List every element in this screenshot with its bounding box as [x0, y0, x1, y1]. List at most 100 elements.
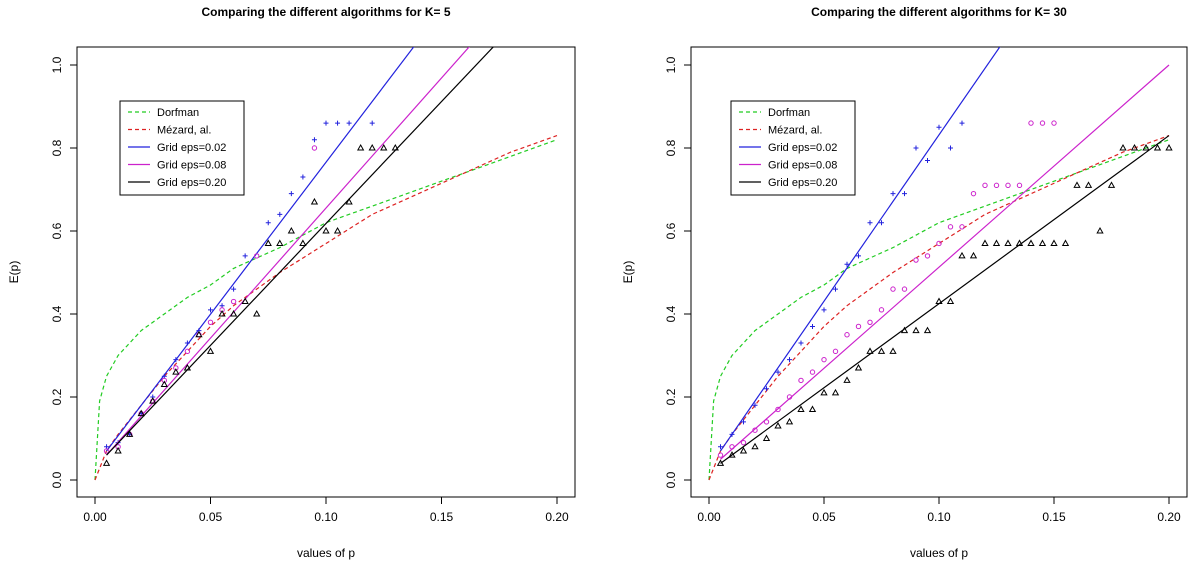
data-point-circle: [1039, 120, 1046, 126]
data-point-triangle: [114, 446, 122, 454]
data-point-circle: [1028, 120, 1034, 126]
chart-panel-k5: Comparing the different algorithms for K…: [7, 5, 576, 560]
data-point-plus: [775, 369, 781, 375]
x-tick-label: 0.20: [1157, 510, 1181, 524]
legend-label: Grid eps=0.02: [768, 142, 837, 154]
data-point-circle: [740, 439, 747, 446]
data-point-plus: [764, 386, 769, 392]
data-point-triangle: [253, 309, 261, 317]
chart-title: Comparing the different algorithms for K…: [201, 5, 450, 19]
data-point-plus: [867, 220, 873, 226]
data-point-plus: [913, 145, 919, 151]
data-point-triangle: [716, 459, 725, 466]
legend-label: Dorfman: [157, 107, 199, 119]
data-point-circle: [982, 182, 988, 189]
data-point-triangle: [1004, 239, 1012, 246]
data-point-circle: [729, 444, 735, 450]
data-point-circle: [173, 365, 179, 371]
data-point-circle: [775, 406, 781, 413]
data-point-circle: [161, 377, 168, 384]
data-point-plus: [902, 191, 907, 197]
x-axis-label: values of p: [910, 546, 968, 560]
data-point-triangle: [1096, 226, 1104, 234]
x-tick-label: 0.05: [199, 510, 223, 524]
data-point-triangle: [1153, 143, 1162, 151]
data-point-triangle: [958, 251, 966, 259]
chart-panel-k30: Comparing the different algorithms for K…: [621, 5, 1188, 560]
data-point-triangle: [889, 347, 897, 354]
data-point-triangle: [160, 380, 168, 388]
data-point-triangle: [1073, 181, 1081, 188]
data-point-triangle: [912, 326, 920, 334]
x-tick-label: 0.10: [927, 510, 951, 524]
data-point-triangle: [1119, 143, 1127, 151]
legend-label: Grid eps=0.08: [768, 160, 837, 172]
legend-label: Grid eps=0.20: [157, 177, 226, 189]
data-point-plus: [821, 307, 827, 313]
data-point-triangle: [797, 405, 805, 412]
data-point-triangle: [774, 422, 782, 429]
legend-label: Grid eps=0.08: [157, 160, 226, 172]
data-point-plus: [833, 286, 838, 292]
data-point-triangle: [866, 347, 874, 354]
data-point-triangle: [229, 309, 238, 317]
data-point-triangle: [1038, 239, 1047, 246]
data-point-circle: [936, 240, 942, 247]
data-point-triangle: [102, 459, 111, 466]
data-point-triangle: [172, 368, 180, 375]
legend-label: Dorfman: [768, 107, 810, 119]
data-point-circle: [993, 182, 1000, 189]
data-point-triangle: [935, 297, 943, 305]
y-tick-label: 0.8: [664, 139, 678, 156]
data-point-circle: [878, 307, 885, 313]
data-point-circle: [867, 319, 873, 325]
data-point-circle: [230, 298, 237, 305]
data-point-triangle: [1027, 239, 1035, 246]
data-point-triangle: [831, 388, 840, 396]
data-point-circle: [832, 348, 839, 355]
data-point-circle: [115, 444, 121, 450]
data-point-plus: [323, 120, 329, 126]
data-point-plus: [346, 120, 352, 126]
data-point-triangle: [1107, 181, 1116, 188]
data-point-triangle: [1084, 181, 1093, 188]
series-line-2: [106, 47, 415, 452]
y-tick-label: 0.4: [50, 305, 64, 322]
data-point-circle: [763, 419, 770, 425]
data-point-triangle: [854, 363, 863, 371]
x-tick-label: 0.10: [314, 510, 338, 524]
data-point-triangle: [1015, 239, 1024, 246]
plot-area: [708, 47, 1173, 481]
data-point-circle: [821, 356, 827, 363]
data-point-triangle: [923, 326, 932, 334]
plot-area: [94, 47, 558, 481]
series-line-4: [720, 135, 1170, 464]
x-tick-label: 0.00: [697, 510, 721, 524]
legend-box: [119, 100, 245, 196]
data-point-circle: [959, 224, 965, 230]
data-point-triangle: [981, 239, 989, 246]
data-point-triangle: [1142, 143, 1150, 151]
data-point-triangle: [264, 239, 272, 246]
data-point-circle: [717, 452, 724, 458]
data-point-triangle: [843, 376, 851, 383]
data-point-plus: [300, 174, 306, 180]
data-point-plus: [729, 431, 735, 437]
data-point-triangle: [368, 143, 376, 151]
data-point-plus: [335, 120, 341, 126]
series-line-3: [106, 47, 470, 456]
y-tick-label: 0.0: [50, 471, 64, 488]
y-tick-label: 0.8: [50, 139, 64, 156]
data-point-circle: [311, 145, 318, 151]
data-point-plus: [879, 220, 884, 226]
data-point-triangle: [206, 347, 215, 354]
series-line-3: [720, 64, 1170, 460]
data-point-plus: [948, 145, 953, 151]
y-tick-label: 0.2: [664, 388, 678, 405]
data-point-plus: [311, 137, 317, 143]
y-tick-label: 1.0: [664, 56, 678, 73]
series-line-2: [720, 47, 1001, 452]
data-point-circle: [890, 286, 896, 292]
data-point-plus: [856, 253, 861, 259]
